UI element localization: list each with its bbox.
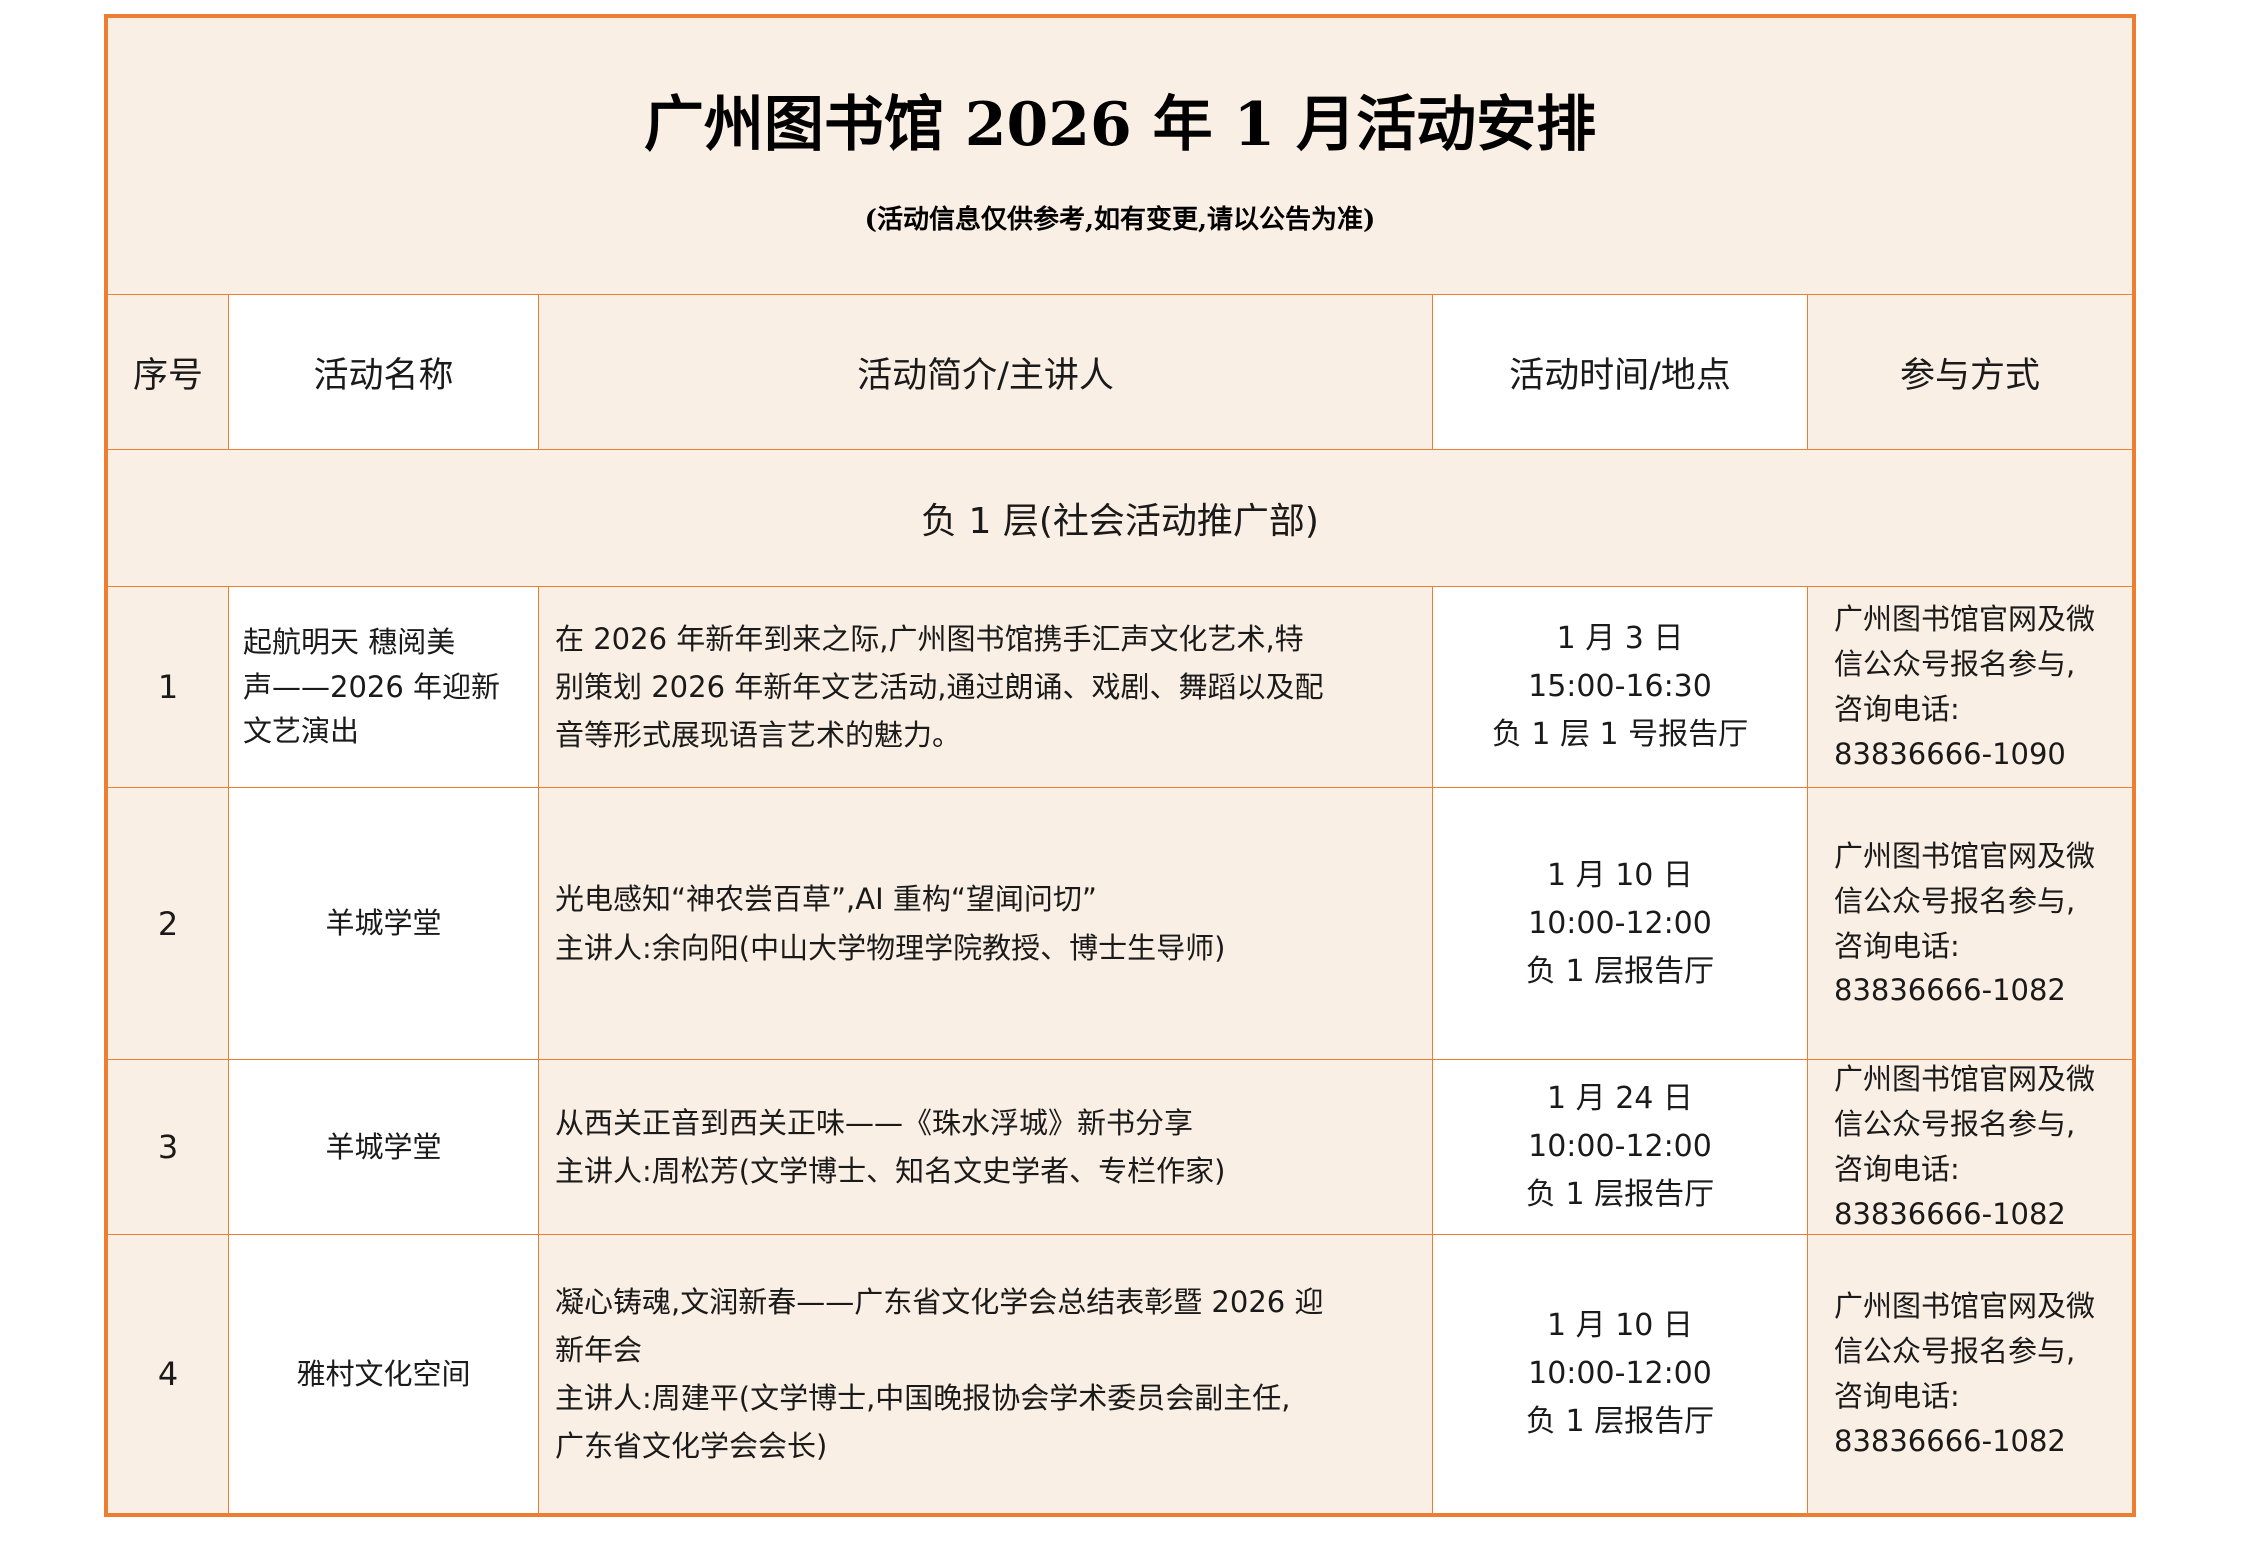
row-3-way: 广州图书馆官网及微信公众号报名参与, 咨询电话: 83836666-1082 (1834, 1062, 2096, 1231)
row-4-time-cell: 1 月 10 日 10:00-12:00 负 1 层报告厅 (1433, 1235, 1808, 1513)
row-4-desc-cell: 凝心铸魂,文润新春——广东省文化学会总结表彰暨 2026 迎 新年会 主讲人:周… (539, 1235, 1433, 1513)
row-4-name-cell: 雅村文化空间 (229, 1235, 539, 1513)
row-3-time-cell: 1 月 24 日 10:00-12:00 负 1 层报告厅 (1433, 1060, 1808, 1235)
row-2-time: 1 月 10 日 10:00-12:00 负 1 层报告厅 (1525, 857, 1715, 989)
row-3-number: 3 (108, 1060, 229, 1235)
row-1-desc-cell: 在 2026 年新年到来之际,广州图书馆携手汇声文化艺术,特 别策划 2026 … (539, 587, 1433, 788)
header-cell-name: 活动名称 (229, 295, 539, 450)
row-3-desc-cell: 从西关正音到西关正味——《珠水浮城》新书分享 主讲人:周松芳(文学博士、知名文史… (539, 1060, 1433, 1235)
row-4-desc: 凝心铸魂,文润新春——广东省文化学会总结表彰暨 2026 迎 新年会 主讲人:周… (555, 1284, 1324, 1464)
row-4-number: 4 (108, 1235, 229, 1513)
section-row-floor-b1: 负 1 层(社会活动推广部) (108, 450, 2132, 587)
header-cell-desc: 活动简介/主讲人 (539, 295, 1433, 450)
row-2-way-cell: 广州图书馆官网及微信公众号报名参与, 咨询电话: 83836666-1082 (1808, 788, 2132, 1060)
row-2-name-cell: 羊城学堂 (229, 788, 539, 1060)
activity-schedule-table: 广州图书馆 2026 年 1 月活动安排 (活动信息仅供参考,如有变更,请以公告… (104, 14, 2136, 1517)
row-1-time: 1 月 3 日 15:00-16:30 负 1 层 1 号报告厅 (1491, 621, 1749, 752)
row-1-way-cell: 广州图书馆官网及微信公众号报名参与, 咨询电话: 83836666-1090 (1808, 587, 2132, 788)
row-1-name-cell: 起航明天 穗阅美 声——2026 年迎新 文艺演出 (229, 587, 539, 788)
row-1-time-cell: 1 月 3 日 15:00-16:30 负 1 层 1 号报告厅 (1433, 587, 1808, 788)
header-cell-no: 序号 (108, 295, 229, 450)
row-4-name: 雅村文化空间 (296, 1356, 471, 1391)
row-2-number: 2 (108, 788, 229, 1060)
row-3-way-cell: 广州图书馆官网及微信公众号报名参与, 咨询电话: 83836666-1082 (1808, 1060, 2132, 1235)
header-cell-time: 活动时间/地点 (1433, 295, 1808, 450)
row-1-number: 1 (108, 587, 229, 788)
row-2-desc: 光电感知“神农尝百草”,AI 重构“望闻问切” 主讲人:余向阳(中山大学物理学院… (555, 882, 1226, 965)
page-subtitle: (活动信息仅供参考,如有变更,请以公告为准) (864, 205, 1376, 235)
row-1-name: 起航明天 穗阅美 声——2026 年迎新 文艺演出 (243, 624, 501, 749)
row-1-desc: 在 2026 年新年到来之际,广州图书馆携手汇声文化艺术,特 别策划 2026 … (555, 621, 1324, 753)
row-3-name-cell: 羊城学堂 (229, 1060, 539, 1235)
row-2-time-cell: 1 月 10 日 10:00-12:00 负 1 层报告厅 (1433, 788, 1808, 1060)
header-cell-way: 参与方式 (1808, 295, 2132, 450)
row-2-way: 广州图书馆官网及微信公众号报名参与, 咨询电话: 83836666-1082 (1834, 838, 2096, 1008)
row-2-name: 羊城学堂 (325, 906, 442, 941)
row-4-time: 1 月 10 日 10:00-12:00 负 1 层报告厅 (1525, 1308, 1715, 1439)
row-4-way-cell: 广州图书馆官网及微信公众号报名参与, 咨询电话: 83836666-1082 (1808, 1235, 2132, 1513)
row-2-desc-cell: 光电感知“神农尝百草”,AI 重构“望闻问切” 主讲人:余向阳(中山大学物理学院… (539, 788, 1433, 1060)
title-block: 广州图书馆 2026 年 1 月活动安排 (活动信息仅供参考,如有变更,请以公告… (108, 18, 2132, 295)
row-3-desc: 从西关正音到西关正味——《珠水浮城》新书分享 主讲人:周松芳(文学博士、知名文史… (555, 1105, 1226, 1188)
page-title: 广州图书馆 2026 年 1 月活动安排 (643, 90, 1597, 160)
row-1-way: 广州图书馆官网及微信公众号报名参与, 咨询电话: 83836666-1090 (1834, 602, 2096, 771)
row-3-time: 1 月 24 日 10:00-12:00 负 1 层报告厅 (1525, 1081, 1715, 1212)
row-4-way: 广州图书馆官网及微信公众号报名参与, 咨询电话: 83836666-1082 (1834, 1289, 2096, 1458)
row-3-name: 羊城学堂 (325, 1129, 442, 1164)
